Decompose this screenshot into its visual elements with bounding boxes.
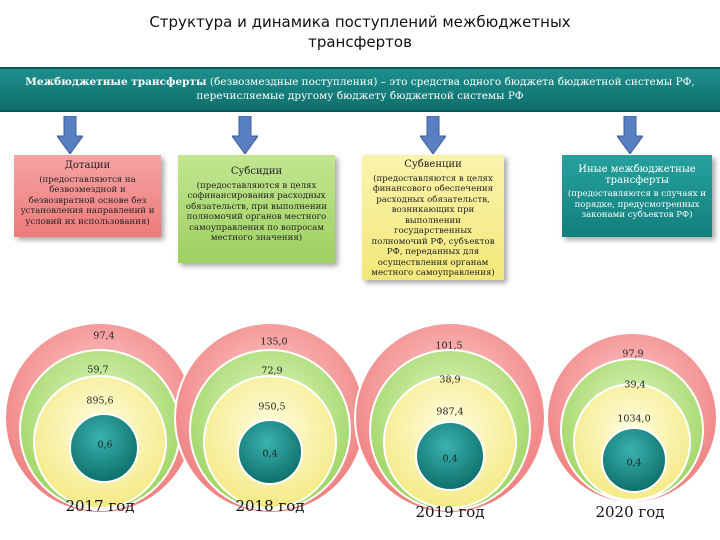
ring-inye <box>601 427 667 493</box>
definition-line-1: Межбюджетные трансферты (безвозмездные п… <box>0 75 720 89</box>
value-subvencii-2020: 1034,0 <box>617 413 651 425</box>
definition-text-1: – это средства одного бюджета бюджетной … <box>377 76 695 88</box>
definition-term: Межбюджетные трансферты <box>25 76 207 88</box>
category-box-inye: Иные межбюджетные трансферты (предоставл… <box>562 155 712 237</box>
category-box-subvencii: Субвенции (предоставляются в целях финан… <box>362 155 504 280</box>
title-line-1: Структура и динамика поступлений межбюдж… <box>149 13 571 31</box>
category-title: Субсидии <box>230 166 283 177</box>
category-title: Дотации <box>64 160 111 171</box>
ring-inye <box>415 421 485 491</box>
rings-2019 <box>354 322 546 514</box>
category-desc: (предоставляются в целях финансового обе… <box>371 173 495 279</box>
value-dotacii-2019: 101,5 <box>435 340 463 352</box>
category-box-dotacii: Дотации (предоставляются на безвозмездно… <box>14 155 161 237</box>
rings-2017 <box>4 322 196 514</box>
arrow-down-icon <box>617 116 643 154</box>
value-subsidii-2017: 59,7 <box>87 364 109 376</box>
category-desc: (предоставляются в целях софинансировани… <box>185 180 328 244</box>
category-box-subsidii: Субсидии (предоставляются в целях софина… <box>178 155 335 263</box>
value-inye-2020: 0,4 <box>626 457 642 469</box>
category-desc: (предоставляются на безвозмездной и безв… <box>20 174 155 227</box>
value-dotacii-2018: 135,0 <box>260 336 288 348</box>
ring-inye <box>69 413 139 483</box>
value-subvencii-2017: 895,6 <box>86 395 114 407</box>
ring-inye <box>237 419 303 485</box>
value-subsidii-2018: 72,9 <box>261 365 283 377</box>
value-subsidii-2019: 38,9 <box>439 374 461 386</box>
value-inye-2017: 0,6 <box>97 439 113 451</box>
value-dotacii-2017: 97,4 <box>93 330 115 342</box>
arrow-down-icon <box>57 116 83 154</box>
year-label-2018: 2018 год <box>235 497 305 515</box>
value-inye-2018: 0,4 <box>262 448 278 460</box>
category-title: Субвенции <box>404 159 462 170</box>
page-title: Структура и динамика поступлений межбюдж… <box>0 12 720 52</box>
value-subvencii-2019: 987,4 <box>436 406 464 418</box>
arrow-down-icon <box>232 116 258 154</box>
value-dotacii-2020: 97,9 <box>622 348 644 360</box>
rings-2018 <box>174 322 366 514</box>
value-subvencii-2018: 950,5 <box>258 401 286 413</box>
definition-line-2: перечисляемые другому бюджету бюджетной … <box>196 90 524 102</box>
arrow-down-icon <box>420 116 446 154</box>
category-desc: (предоставляются в случаях и порядке, пр… <box>567 189 707 220</box>
year-label-2017: 2017 год <box>65 497 135 515</box>
value-inye-2019: 0,4 <box>442 453 458 465</box>
definition-parenthetical: (безвозмездные поступления) <box>206 76 378 88</box>
definition-banner: Межбюджетные трансферты (безвозмездные п… <box>0 67 720 112</box>
value-subsidii-2020: 39,4 <box>624 379 646 391</box>
year-label-2019: 2019 год <box>415 503 485 521</box>
category-title: Иные межбюджетные трансферты <box>578 164 696 186</box>
title-line-2: трансфертов <box>308 33 412 51</box>
rings-2020 <box>546 332 718 504</box>
year-label-2020: 2020 год <box>595 503 665 521</box>
